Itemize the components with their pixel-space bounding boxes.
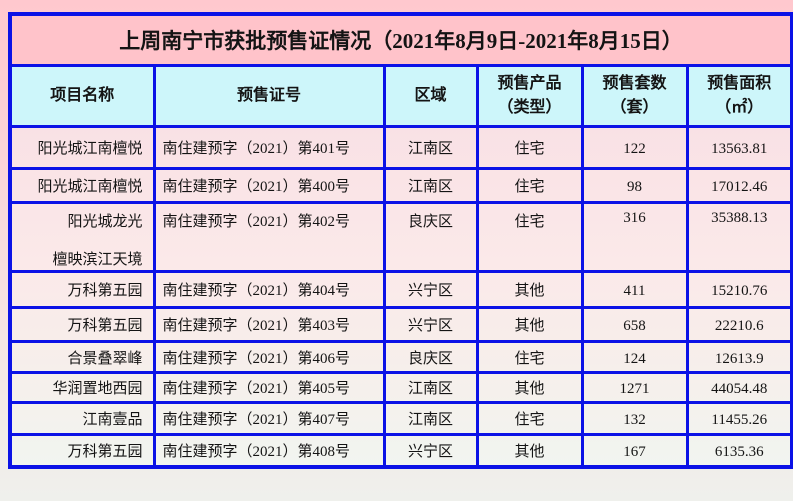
title-row: 上周南宁市获批预售证情况（2021年8月9日-2021年8月15日）	[8, 12, 793, 67]
cell-units: 411	[580, 270, 689, 309]
header-label: 预售证号	[236, 87, 301, 104]
cell-area: 35388.13	[685, 201, 793, 273]
cell-product-type: 其他	[475, 306, 584, 343]
header-label-line2: （类型）	[497, 99, 562, 116]
table-row: 江南壹品 南住建预字（2021）第407号 江南区 住宅 132 11455.2…	[8, 401, 793, 436]
cell-area: 17012.46	[685, 167, 793, 204]
cell-district: 江南区	[382, 371, 479, 404]
cell-units: 98	[580, 167, 689, 204]
header-label-line1: 预售面积	[707, 75, 772, 92]
cell-units: 1271	[580, 371, 689, 404]
cell-cert-number: 南住建预字（2021）第404号	[152, 270, 386, 309]
table-row: 阳光城江南檀悦 南住建预字（2021）第400号 江南区 住宅 98 17012…	[8, 167, 793, 204]
cell-district: 兴宁区	[382, 270, 479, 309]
table-row: 阳光城江南檀悦 南住建预字（2021）第401号 江南区 住宅 122 1356…	[8, 125, 793, 170]
cell-project-name: 万科第五园	[8, 306, 156, 343]
table-row: 阳光城龙光 檀映滨江天境 南住建预字（2021）第402号 良庆区 住宅 316…	[8, 201, 793, 273]
cell-units: 132	[580, 401, 689, 436]
cell-area: 12613.9	[685, 340, 793, 374]
cell-cert-number: 南住建预字（2021）第400号	[152, 167, 386, 204]
cell-units: 167	[580, 433, 689, 468]
cell-cert-number: 南住建预字（2021）第401号	[152, 125, 386, 170]
cell-product-type: 其他	[475, 371, 584, 404]
header-row: 项目名称 预售证号 区域 预售产品 （类型） 预售套数 （套） 预售面积 （㎡）	[8, 64, 793, 128]
cell-district: 良庆区	[382, 340, 479, 374]
column-header-area: 预售面积 （㎡）	[685, 64, 793, 128]
header-label-line1: 预售套数	[602, 75, 667, 92]
cell-district: 兴宁区	[382, 433, 479, 468]
cell-cert-number: 南住建预字（2021）第403号	[152, 306, 386, 343]
cell-cert-number: 南住建预字（2021）第407号	[152, 401, 386, 436]
cell-area: 6135.36	[685, 433, 793, 468]
cell-project-name: 万科第五园	[8, 433, 156, 468]
cell-product-type: 住宅	[475, 401, 584, 436]
header-label: 项目名称	[50, 87, 115, 104]
header-label: 区域	[414, 87, 447, 104]
page-title: 上周南宁市获批预售证情况（2021年8月9日-2021年8月15日）	[8, 12, 793, 67]
table-row: 万科第五园 南住建预字（2021）第404号 兴宁区 其他 411 15210.…	[8, 270, 793, 309]
presale-permits-table: 上周南宁市获批预售证情况（2021年8月9日-2021年8月15日） 项目名称 …	[8, 12, 793, 469]
header-label-line2: （㎡）	[715, 99, 764, 116]
cell-project-name: 华润置地西园	[8, 371, 156, 404]
cell-area: 22210.6	[685, 306, 793, 343]
cell-area: 44054.48	[685, 371, 793, 404]
column-header-units: 预售套数 （套）	[580, 64, 689, 128]
cell-cert-number: 南住建预字（2021）第405号	[152, 371, 386, 404]
cell-product-type: 住宅	[475, 340, 584, 374]
cell-project-name: 江南壹品	[8, 401, 156, 436]
cell-project-name: 阳光城龙光 檀映滨江天境	[8, 201, 156, 273]
cell-units: 124	[580, 340, 689, 374]
cell-district: 江南区	[382, 167, 479, 204]
cell-area: 15210.76	[685, 270, 793, 309]
cell-area: 13563.81	[685, 125, 793, 170]
column-header-product-type: 预售产品 （类型）	[475, 64, 584, 128]
cell-project-name: 万科第五园	[8, 270, 156, 309]
header-label-line1: 预售产品	[497, 75, 562, 92]
table-row: 华润置地西园 南住建预字（2021）第405号 江南区 其他 1271 4405…	[8, 371, 793, 404]
table-row: 万科第五园 南住建预字（2021）第403号 兴宁区 其他 658 22210.…	[8, 306, 793, 343]
cell-product-type: 其他	[475, 433, 584, 468]
cell-district: 良庆区	[382, 201, 479, 273]
cell-cert-number: 南住建预字（2021）第406号	[152, 340, 386, 374]
table-row: 合景叠翠峰 南住建预字（2021）第406号 良庆区 住宅 124 12613.…	[8, 340, 793, 374]
cell-district: 江南区	[382, 125, 479, 170]
cell-product-type: 其他	[475, 270, 584, 309]
column-header-district: 区域	[382, 64, 479, 128]
cell-project-name: 阳光城江南檀悦	[8, 167, 156, 204]
cell-district: 兴宁区	[382, 306, 479, 343]
column-header-project-name: 项目名称	[8, 64, 156, 128]
cell-cert-number: 南住建预字（2021）第402号	[152, 201, 386, 273]
cell-cert-number: 南住建预字（2021）第408号	[152, 433, 386, 468]
table-row: 万科第五园 南住建预字（2021）第408号 兴宁区 其他 167 6135.3…	[8, 433, 793, 468]
cell-units: 122	[580, 125, 689, 170]
project-name-line1: 阳光城龙光	[67, 214, 143, 230]
project-name-line2: 檀映滨江天境	[52, 252, 143, 268]
cell-product-type: 住宅	[475, 201, 584, 273]
cell-project-name: 合景叠翠峰	[8, 340, 156, 374]
column-header-cert-number: 预售证号	[152, 64, 386, 128]
cell-area: 11455.26	[685, 401, 793, 436]
cell-district: 江南区	[382, 401, 479, 436]
cell-units: 316	[580, 201, 689, 273]
cell-units: 658	[580, 306, 689, 343]
header-label-line2: （套）	[610, 99, 659, 116]
cell-product-type: 住宅	[475, 167, 584, 204]
cell-product-type: 住宅	[475, 125, 584, 170]
cell-project-name: 阳光城江南檀悦	[8, 125, 156, 170]
